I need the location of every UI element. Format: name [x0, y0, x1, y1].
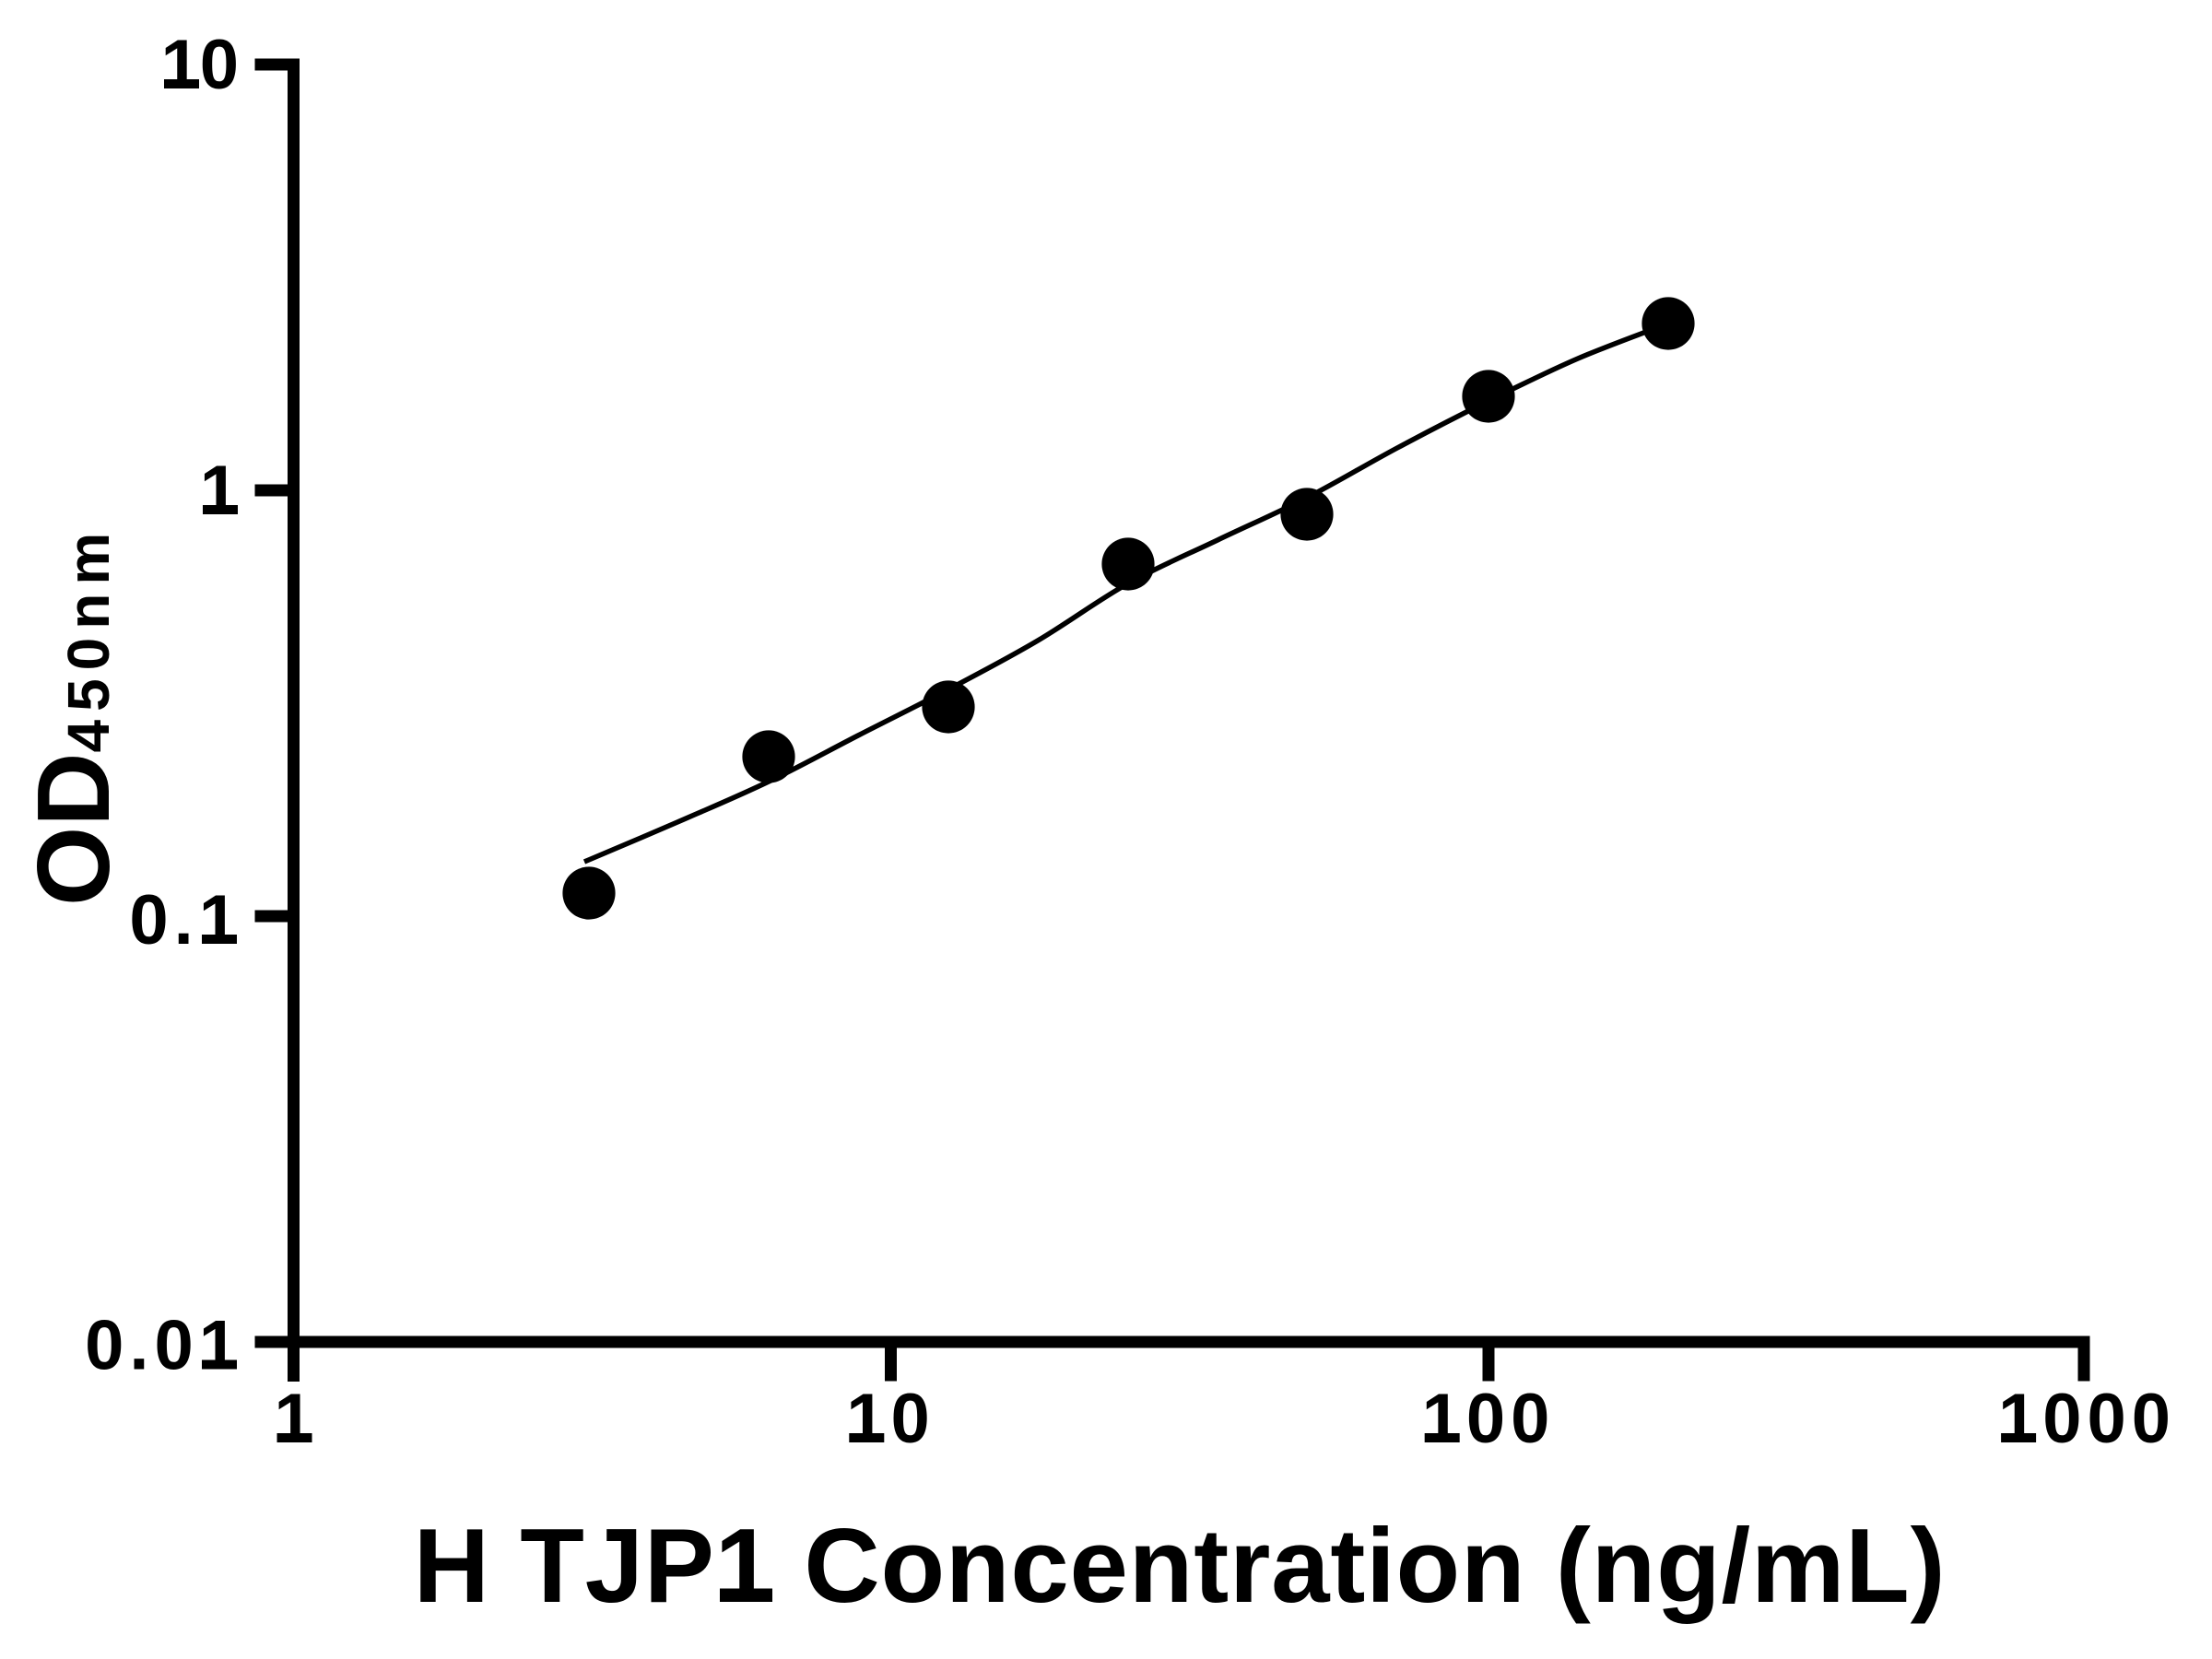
svg-text:10: 10 [846, 1380, 935, 1458]
svg-text:1000: 1000 [1998, 1380, 2176, 1458]
svg-text:1: 1 [274, 1380, 312, 1458]
svg-text:100: 100 [1422, 1380, 1556, 1458]
svg-text:H TJP1 Concentration (ng/mL): H TJP1 Concentration (ng/mL) [414, 1508, 1947, 1625]
svg-text:1: 1 [200, 452, 239, 530]
svg-text:0.01: 0.01 [85, 1307, 243, 1385]
svg-text:0.1: 0.1 [129, 881, 243, 959]
svg-text:OD450nm: OD450nm [17, 524, 131, 906]
svg-text:10: 10 [160, 26, 239, 104]
